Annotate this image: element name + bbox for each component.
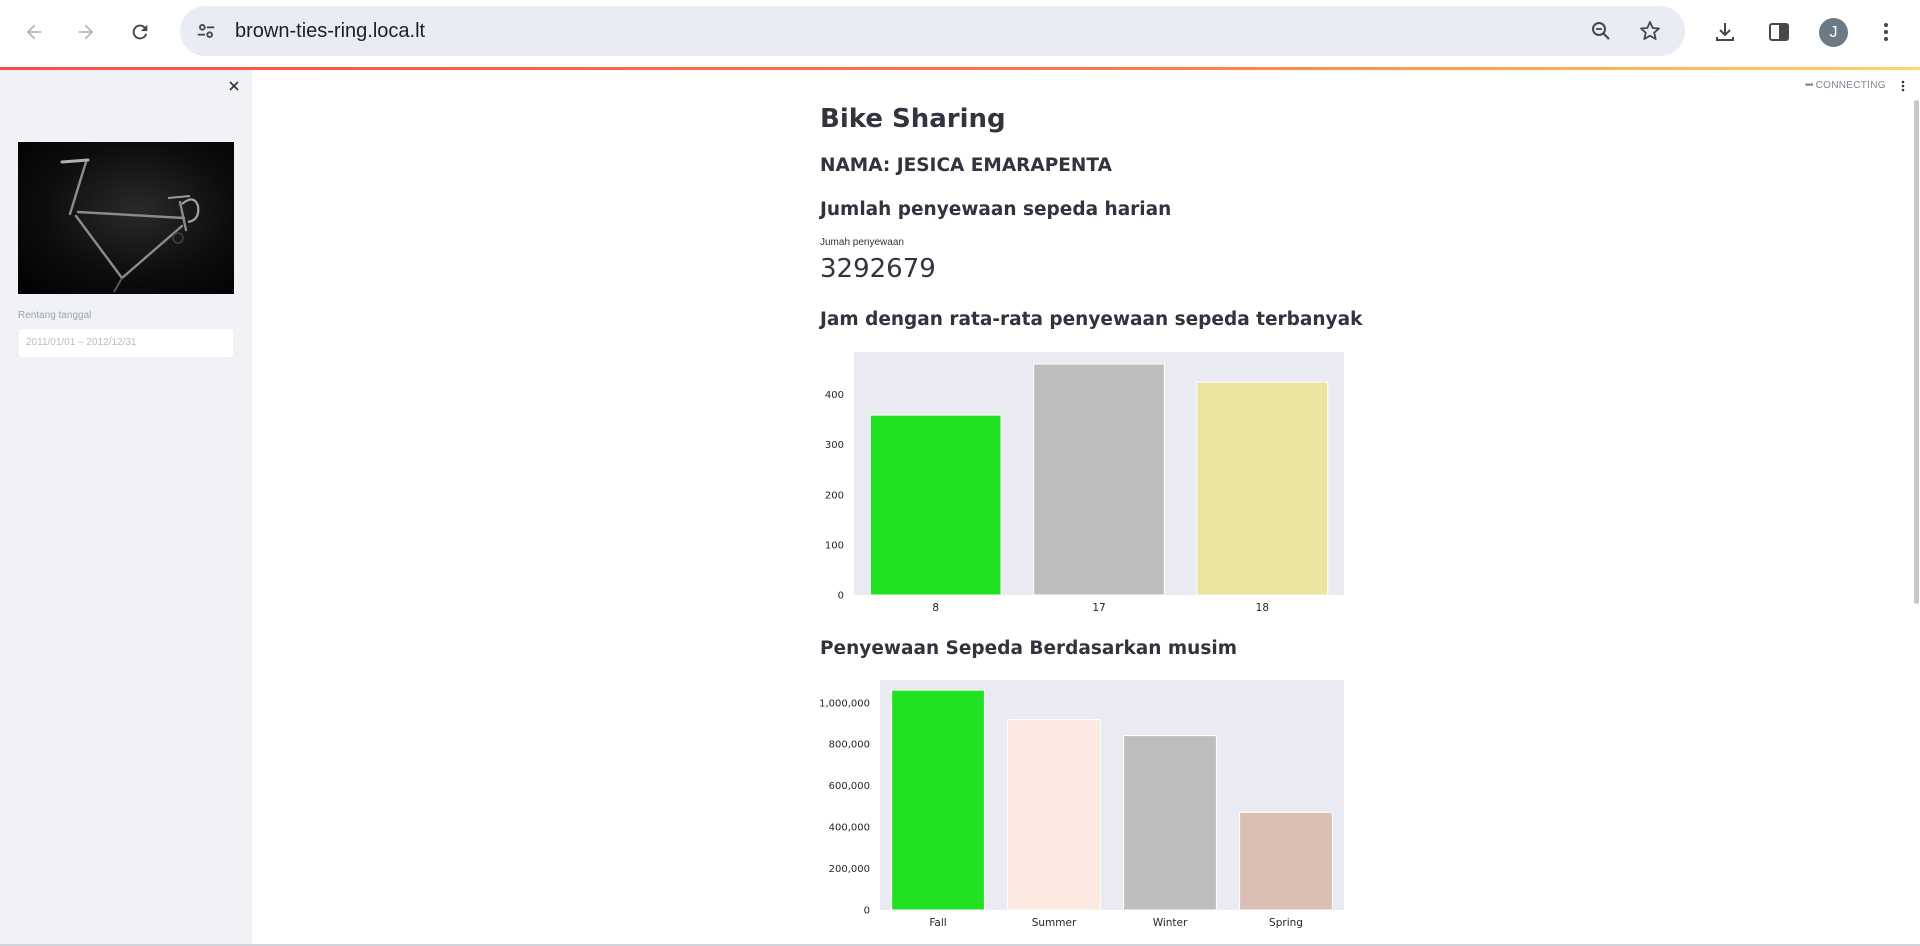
browser-toolbar: brown-ties-ring.loca.lt J xyxy=(0,0,1920,68)
hour-bar-18 xyxy=(1196,381,1329,596)
loading-bar xyxy=(0,67,1920,70)
hour-xtick-label: 17 xyxy=(1092,602,1105,614)
forward-arrow-icon[interactable] xyxy=(68,14,104,50)
hour-xtick-label: 18 xyxy=(1256,602,1269,614)
season-xtick-label: Winter xyxy=(1153,917,1188,929)
date-range-label: Rentang tanggal xyxy=(18,310,92,321)
address-bar[interactable]: brown-ties-ring.loca.lt xyxy=(180,6,1685,56)
bookmark-star-icon[interactable] xyxy=(1636,17,1664,45)
season-xtick-label: Spring xyxy=(1269,917,1303,929)
kebab-menu-icon[interactable] xyxy=(1868,14,1904,50)
season-ytick-label: 400,000 xyxy=(829,823,870,834)
site-settings-icon[interactable] xyxy=(192,17,220,45)
season-bar-spring xyxy=(1239,811,1333,911)
metric-value: 3292679 xyxy=(820,254,936,284)
name-heading: NAMA: JESICA EMARAPENTA xyxy=(820,155,1112,176)
download-icon[interactable] xyxy=(1707,14,1743,50)
url-text[interactable]: brown-ties-ring.loca.lt xyxy=(235,20,426,42)
season-ytick-label: 800,000 xyxy=(829,740,870,751)
page-title: Bike Sharing xyxy=(820,104,1006,134)
season-ytick-label: 0 xyxy=(864,906,870,917)
page-scrollbar[interactable] xyxy=(1914,100,1919,604)
metric-label: Jumah penyewaan xyxy=(820,237,904,248)
hour-bar-17 xyxy=(1033,363,1165,596)
date-range-input[interactable]: 2011/01/01 – 2012/12/31 xyxy=(18,328,234,358)
season-chart-heading: Penyewaan Sepeda Berdasarkan musim xyxy=(820,638,1237,659)
season-bar-fall xyxy=(891,689,985,911)
connection-status: ••• CONNECTING xyxy=(1805,80,1886,91)
ellipsis-icon: ••• xyxy=(1805,80,1813,91)
season-xtick-label: Fall xyxy=(929,917,946,929)
back-arrow-icon[interactable] xyxy=(16,14,52,50)
hour-bar-chart: 0 100 200 300 400 8 17 18 xyxy=(820,346,1345,625)
close-icon[interactable] xyxy=(226,78,242,94)
reload-icon[interactable] xyxy=(122,14,158,50)
season-ytick-label: 200,000 xyxy=(829,864,870,875)
window-bottom-edge xyxy=(0,944,1920,946)
status-text: CONNECTING xyxy=(1815,80,1886,91)
side-panel-icon[interactable] xyxy=(1761,14,1797,50)
season-bar-summer xyxy=(1007,719,1101,911)
season-xtick-label: Summer xyxy=(1032,917,1077,929)
hour-ytick-label: 200 xyxy=(825,490,844,501)
bike-image xyxy=(18,142,234,294)
season-ytick-label: 600,000 xyxy=(829,781,870,792)
daily-rentals-heading: Jumlah penyewaan sepeda harian xyxy=(820,199,1172,220)
sidebar: Rentang tanggal 2011/01/01 – 2012/12/31 xyxy=(0,70,252,946)
zoom-icon[interactable] xyxy=(1587,17,1615,45)
hour-xtick-label: 8 xyxy=(932,602,939,614)
hour-chart-heading: Jam dengan rata-rata penyewaan sepeda te… xyxy=(820,309,1363,330)
hour-ytick-label: 100 xyxy=(825,540,844,551)
season-bar-chart: 0 200,000 400,000 600,000 800,000 1,000,000 Fa… xyxy=(819,676,1345,943)
hour-ytick-label: 0 xyxy=(838,591,844,602)
hour-ytick-label: 400 xyxy=(825,390,844,401)
season-bar-winter xyxy=(1123,735,1217,911)
hour-ytick-label: 300 xyxy=(825,440,844,451)
season-ytick-label: 1,000,000 xyxy=(820,698,870,709)
profile-avatar[interactable]: J xyxy=(1819,18,1848,47)
app-menu-icon[interactable] xyxy=(1898,78,1908,94)
hour-bar-8 xyxy=(869,414,1002,596)
